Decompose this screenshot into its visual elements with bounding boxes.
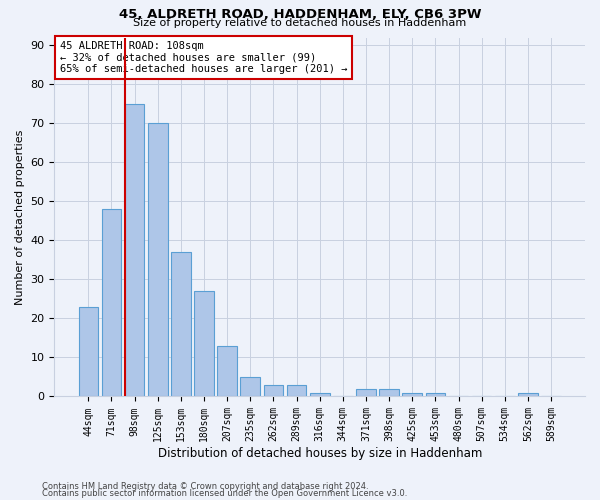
Bar <box>101 209 121 396</box>
Text: Contains public sector information licensed under the Open Government Licence v3: Contains public sector information licen… <box>42 489 407 498</box>
Text: Size of property relative to detached houses in Haddenham: Size of property relative to detached ho… <box>133 18 467 28</box>
Bar <box>148 124 167 396</box>
Bar <box>171 252 191 396</box>
X-axis label: Distribution of detached houses by size in Haddenham: Distribution of detached houses by size … <box>158 447 482 460</box>
Text: 45 ALDRETH ROAD: 108sqm
← 32% of detached houses are smaller (99)
65% of semi-de: 45 ALDRETH ROAD: 108sqm ← 32% of detache… <box>60 41 347 74</box>
Bar <box>194 291 214 397</box>
Text: 45, ALDRETH ROAD, HADDENHAM, ELY, CB6 3PW: 45, ALDRETH ROAD, HADDENHAM, ELY, CB6 3P… <box>119 8 481 20</box>
Bar <box>403 392 422 396</box>
Text: Contains HM Land Registry data © Crown copyright and database right 2024.: Contains HM Land Registry data © Crown c… <box>42 482 368 491</box>
Bar <box>217 346 237 397</box>
Bar <box>125 104 145 397</box>
Y-axis label: Number of detached properties: Number of detached properties <box>15 130 25 304</box>
Bar <box>379 388 399 396</box>
Bar <box>310 392 329 396</box>
Bar <box>263 385 283 396</box>
Bar <box>79 306 98 396</box>
Bar <box>356 388 376 396</box>
Bar <box>287 385 307 396</box>
Bar <box>241 377 260 396</box>
Bar <box>518 392 538 396</box>
Bar <box>425 392 445 396</box>
